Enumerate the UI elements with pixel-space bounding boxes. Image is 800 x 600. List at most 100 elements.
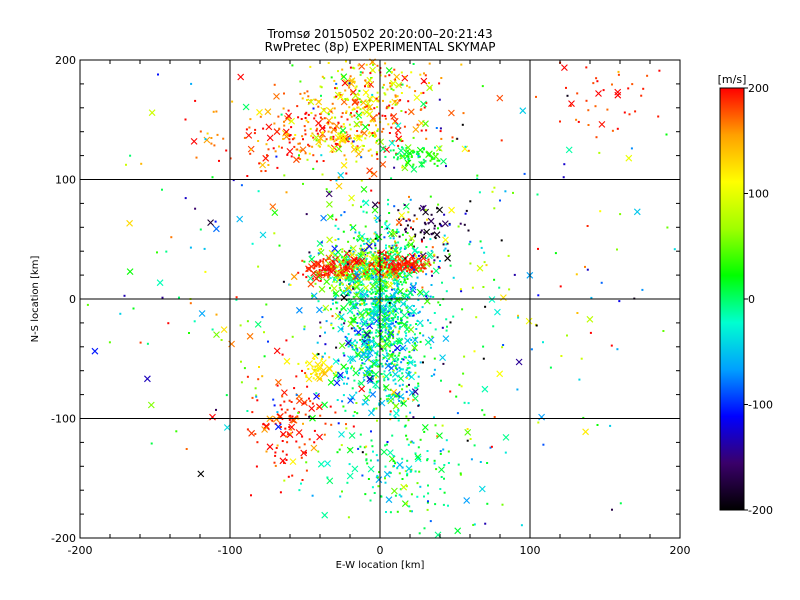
data-point-dot [342, 270, 345, 273]
data-point-dot [291, 474, 294, 477]
data-point-dot [385, 280, 388, 283]
data-point-dot [398, 272, 401, 275]
data-point-dot [352, 305, 355, 308]
data-point-dot [300, 482, 302, 485]
data-point-dot [409, 198, 412, 201]
data-point-x [500, 294, 507, 301]
data-point-dot [337, 70, 339, 73]
data-point-dot [357, 64, 360, 67]
data-point-dot [319, 414, 322, 417]
data-point-dot [276, 384, 279, 387]
data-point-dot [419, 73, 422, 76]
data-point-dot [427, 484, 429, 487]
data-point-dot [359, 244, 362, 247]
data-point-dot [354, 299, 357, 302]
data-point-dot [431, 246, 434, 249]
data-point-dot [566, 334, 568, 337]
data-point-dot [400, 401, 403, 404]
data-point-dot [397, 316, 399, 318]
data-point-dot [346, 274, 349, 277]
data-point-dot [422, 147, 425, 150]
data-point-x [422, 120, 429, 128]
data-point-dot [297, 411, 300, 414]
data-point-dot [362, 340, 365, 343]
data-point-x [308, 405, 316, 412]
data-point-dot [283, 92, 285, 95]
data-point-dot [387, 198, 390, 201]
data-point-dot [305, 276, 308, 279]
data-point-dot [374, 352, 377, 355]
data-point-dot [353, 329, 356, 332]
data-point-dot [403, 204, 406, 206]
data-point-dot [356, 312, 359, 315]
data-point-x [418, 161, 425, 168]
data-point-dot [231, 100, 234, 103]
data-point-dot [329, 126, 332, 129]
data-point-dot [351, 265, 354, 268]
data-point-dot [395, 395, 397, 398]
data-point-dot [362, 107, 365, 110]
data-point-dot [423, 80, 426, 83]
data-point-x [422, 290, 430, 298]
data-point-dot [396, 318, 399, 321]
data-point-dot [373, 232, 376, 235]
data-point-dot [330, 110, 333, 113]
data-point-dot [339, 135, 342, 138]
data-point-dot [417, 404, 420, 407]
data-point-dot [386, 332, 389, 335]
data-point-dot [261, 316, 264, 319]
data-point-dot [383, 313, 386, 316]
data-point-x [358, 385, 366, 393]
data-point-dot [384, 363, 387, 366]
data-point-dot [349, 246, 352, 249]
data-point-dot [397, 409, 400, 411]
data-point-dot [391, 322, 394, 325]
data-point-dot [320, 377, 323, 380]
data-point-dot [369, 332, 372, 335]
data-point-x [386, 449, 394, 456]
data-point-dot [373, 107, 376, 110]
data-point-x [390, 388, 398, 396]
data-point-dot [321, 118, 324, 121]
data-point-dot [391, 343, 394, 346]
data-point-dot [348, 82, 351, 85]
data-point-dot [389, 413, 392, 416]
data-point-x [340, 294, 348, 302]
data-point-dot [459, 472, 462, 475]
data-point-dot [339, 279, 341, 282]
data-point-dot [616, 248, 618, 251]
data-point-dot [333, 96, 336, 99]
data-point-dot [288, 138, 291, 141]
data-point-dot [255, 395, 258, 398]
data-point-dot [215, 110, 218, 113]
data-point-dot [382, 320, 385, 323]
data-point-dot [377, 249, 380, 252]
data-point-dot [368, 251, 371, 254]
data-point-dot [377, 326, 380, 329]
data-point-dot [390, 362, 393, 365]
data-point-dot [389, 251, 392, 254]
data-point-x [237, 73, 245, 81]
data-point-x [316, 375, 324, 382]
data-point-dot [324, 270, 327, 273]
data-point-x [275, 423, 282, 431]
data-point-dot [412, 305, 415, 307]
data-point-dot [296, 415, 299, 418]
data-point-dot [421, 306, 424, 309]
data-point-dot [323, 117, 326, 120]
data-point-dot [282, 137, 285, 140]
data-point-dot [406, 274, 409, 277]
data-point-dot [383, 379, 386, 382]
data-point-dot [386, 232, 389, 235]
data-point-dot [298, 446, 301, 449]
data-point-dot [385, 247, 387, 250]
data-point-dot [440, 476, 443, 478]
data-point-dot [384, 299, 387, 302]
data-point-dot [449, 390, 452, 393]
data-point-dot [394, 394, 397, 397]
data-point-dot [398, 366, 401, 369]
data-point-x [147, 401, 155, 409]
data-point-dot [356, 325, 359, 328]
data-point-dot [322, 261, 325, 264]
data-point-x [329, 146, 336, 153]
